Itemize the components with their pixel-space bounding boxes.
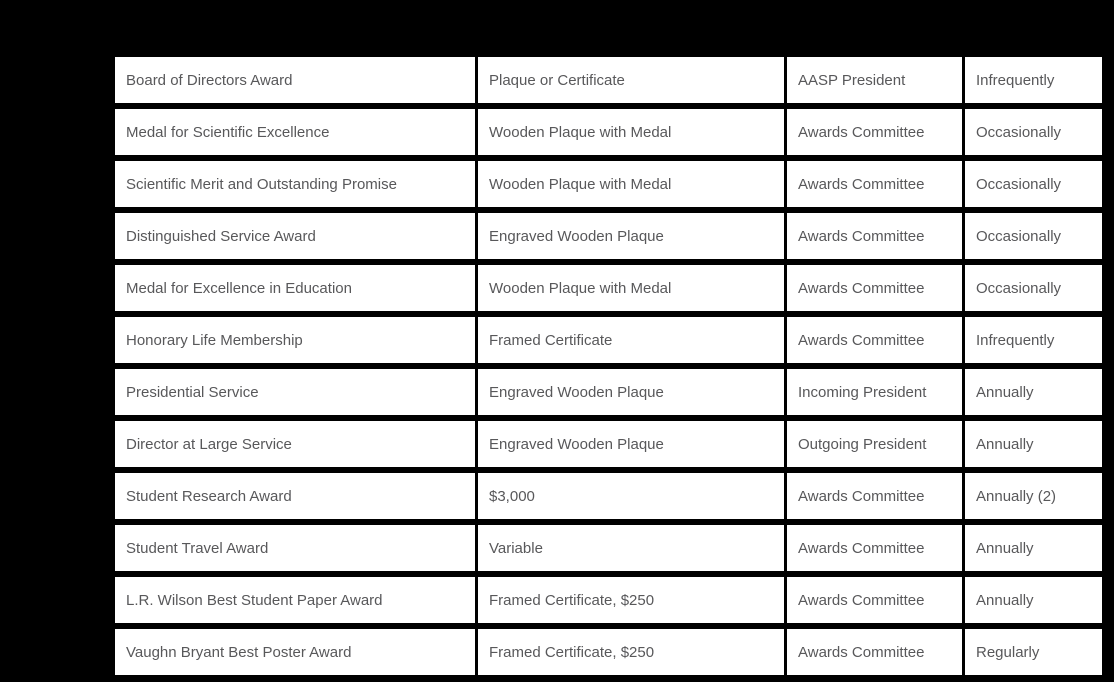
table-cell: Plaque or Certificate — [478, 57, 784, 103]
table-cell: Wooden Plaque with Medal — [478, 161, 784, 207]
table-cell: Infrequently — [965, 57, 1102, 103]
table-cell: Honorary Life Membership — [115, 317, 475, 363]
table-row: Board of Directors Award Plaque or Certif… — [115, 57, 1102, 103]
table-cell: Outgoing President — [787, 421, 962, 467]
table-cell: Framed Certificate, $250 — [478, 629, 784, 675]
table-cell: Annually — [965, 369, 1102, 415]
table-cell: Awards Committee — [787, 213, 962, 259]
table-cell: Distinguished Service Award — [115, 213, 475, 259]
table-cell: Awards Committee — [787, 473, 962, 519]
table-row: Scientific Merit and Outstanding Promise… — [115, 161, 1102, 207]
table-cell: Awards Committee — [787, 161, 962, 207]
table-cell: Medal for Scientific Excellence — [115, 109, 475, 155]
table-cell: Framed Certificate, $250 — [478, 577, 784, 623]
table-cell: Wooden Plaque with Medal — [478, 109, 784, 155]
table-cell: Incoming President — [787, 369, 962, 415]
table-cell: Occasionally — [965, 265, 1102, 311]
table-cell: Director at Large Service — [115, 421, 475, 467]
table-cell: Annually — [965, 525, 1102, 571]
table-cell: Wooden Plaque with Medal — [478, 265, 784, 311]
table-cell: Infrequently — [965, 317, 1102, 363]
table-cell: Awards Committee — [787, 577, 962, 623]
table-cell: Regularly — [965, 629, 1102, 675]
table-row: Medal for Excellence in Education Wooden … — [115, 265, 1102, 311]
table-cell: Presidential Service — [115, 369, 475, 415]
table-row: Presidential Service Engraved Wooden Plaq… — [115, 369, 1102, 415]
table-cell: Engraved Wooden Plaque — [478, 421, 784, 467]
table-row: Director at Large Service Engraved Wooden… — [115, 421, 1102, 467]
table-row: Student Research Award $3,000 Awards Commi… — [115, 473, 1102, 519]
table-cell: Awards Committee — [787, 629, 962, 675]
table-cell: Variable — [478, 525, 784, 571]
table-cell: Awards Committee — [787, 109, 962, 155]
table-cell: Occasionally — [965, 213, 1102, 259]
table-cell: Occasionally — [965, 109, 1102, 155]
table-cell: $3,000 — [478, 473, 784, 519]
table-cell: Occasionally — [965, 161, 1102, 207]
table-cell: Annually — [965, 577, 1102, 623]
table-cell: Board of Directors Award — [115, 57, 475, 103]
table-row: Medal for Scientific Excellence Wooden Pl… — [115, 109, 1102, 155]
table-cell: Engraved Wooden Plaque — [478, 369, 784, 415]
table-cell: Annually — [965, 421, 1102, 467]
table-cell: Awards Committee — [787, 317, 962, 363]
table-row: Vaughn Bryant Best Poster Award Framed Ce… — [115, 629, 1102, 675]
table-row: Honorary Life Membership Framed Certifica… — [115, 317, 1102, 363]
table-cell: Scientific Merit and Outstanding Promise — [115, 161, 475, 207]
table-cell: Engraved Wooden Plaque — [478, 213, 784, 259]
table-cell: Vaughn Bryant Best Poster Award — [115, 629, 475, 675]
table-cell: Student Research Award — [115, 473, 475, 519]
table-cell: L.R. Wilson Best Student Paper Award — [115, 577, 475, 623]
table-cell: Awards Committee — [787, 265, 962, 311]
table-cell: AASP President — [787, 57, 962, 103]
table-cell: Medal for Excellence in Education — [115, 265, 475, 311]
table-cell: Student Travel Award — [115, 525, 475, 571]
table-row: Student Travel Award Variable Awards Commi… — [115, 525, 1102, 571]
table-cell: Awards Committee — [787, 525, 962, 571]
table-cell: Framed Certificate — [478, 317, 784, 363]
table-cell: Annually (2) — [965, 473, 1102, 519]
table-row: L.R. Wilson Best Student Paper Award Fram… — [115, 577, 1102, 623]
table-row: Distinguished Service Award Engraved Wood… — [115, 213, 1102, 259]
awards-table: Board of Directors Award Plaque or Certif… — [115, 57, 1102, 675]
